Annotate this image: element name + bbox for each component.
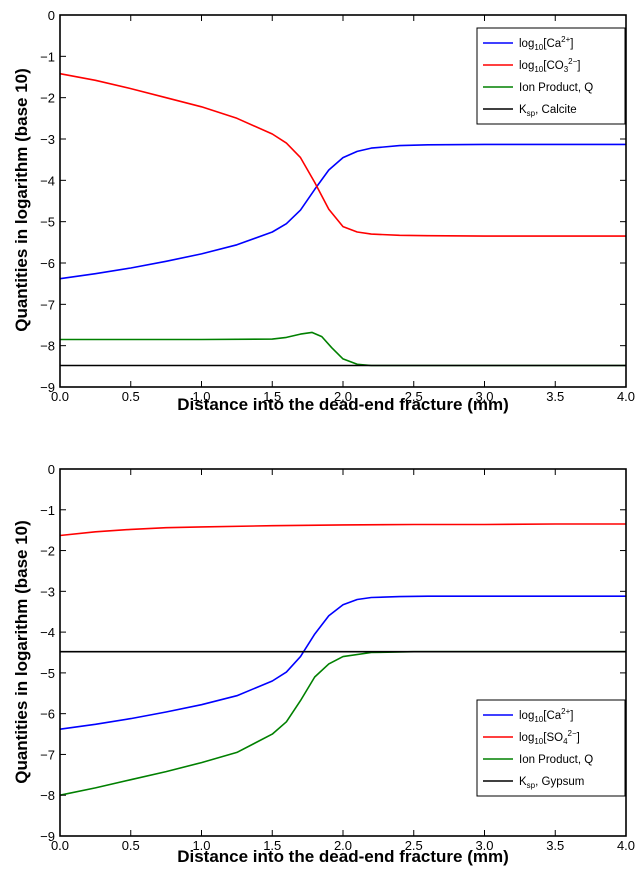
legend-label-0: log10[Ca2+] (519, 35, 574, 52)
series-line-0 (59, 595, 626, 730)
series-line-2 (60, 331, 626, 367)
legend-box (476, 27, 626, 125)
x-tick-label: 0.0 (51, 838, 69, 853)
legend-label-2: Ion Product, Q (519, 754, 593, 766)
x-tick-label: 2.0 (334, 838, 352, 853)
x-tick-label: 0.5 (122, 838, 140, 853)
series-line-0 (59, 143, 626, 280)
y-tick-label: 0 (48, 8, 55, 23)
x-tick-label: 3.0 (475, 838, 493, 853)
y-tick-label: −7 (40, 747, 55, 762)
x-tick-label: 2.5 (405, 838, 423, 853)
y-tick-label: −4 (40, 625, 55, 640)
y-tick-label: −5 (40, 215, 55, 230)
y-tick-label: −3 (40, 132, 55, 147)
y-tick-label: −2 (40, 544, 55, 559)
legend-label-0: log10[Ca2+] (519, 707, 574, 724)
y-tick-label: −3 (40, 584, 55, 599)
y-tick-label: −8 (40, 788, 55, 803)
series-line-1 (59, 523, 626, 537)
legend-label-2: Ion Product, Q (519, 82, 593, 94)
y-tick-label: −5 (40, 666, 55, 681)
y-axis-title: Quantities in logarithm (base 10) (12, 68, 31, 332)
x-tick-label: 1.5 (263, 389, 281, 404)
y-tick-label: −4 (40, 173, 55, 188)
x-tick-label: 1.0 (192, 838, 210, 853)
x-tick-label: 4.0 (617, 838, 635, 853)
y-tick-label: −1 (40, 49, 55, 64)
y-tick-label: −8 (40, 339, 55, 354)
y-tick-label: −2 (40, 91, 55, 106)
x-tick-label: 3.5 (546, 389, 564, 404)
y-tick-label: −7 (40, 297, 55, 312)
chart-top: 0.0 0.5 1.0 1.5 2.0 2.5 3.0 3.5 4.0 0 −1 −2 −3 −4 −5 −6… (12, 8, 635, 414)
x-tick-label: 2.0 (334, 389, 352, 404)
x-tick-label: 3.0 (475, 389, 493, 404)
x-tick-label: 1.5 (263, 838, 281, 853)
y-tick-label: −9 (40, 829, 55, 844)
y-tick-label: −6 (40, 707, 55, 722)
series-line-1 (59, 72, 626, 237)
legend-label-3: Ksp, Calcite (519, 104, 577, 118)
legend-label-1: log10[SO42−] (519, 729, 580, 746)
x-tick-label: 4.0 (617, 389, 635, 404)
legend: log10[Ca2+] log10[SO42−] Ion Product, Q Ksp… (476, 699, 626, 797)
y-axis-title: Quantities in logarithm (base 10) (12, 520, 31, 784)
x-tick-label: 0.5 (122, 389, 140, 404)
legend: log10[Ca2+] log10[CO32−] Ion Product, Q Ksp… (476, 27, 626, 125)
y-tick-label: 0 (48, 462, 55, 477)
y-tick-label: −6 (40, 256, 55, 271)
x-tick-label: 0.0 (51, 389, 69, 404)
x-tick-label: 1.0 (192, 389, 210, 404)
y-tick-label: −1 (40, 503, 55, 518)
chart-bottom: 0.0 0.5 1.0 1.5 2.0 2.5 3.0 3.5 4.0 0 −1 −2 −3 −4 −5 −6… (12, 462, 635, 866)
legend-label-1: log10[CO32−] (519, 57, 581, 74)
x-axis-title: Distance into the dead-end fracture (mm) (177, 395, 509, 414)
legend-box (476, 699, 626, 797)
y-tick-label: −9 (40, 380, 55, 395)
x-axis-title: Distance into the dead-end fracture (mm) (177, 847, 509, 866)
x-tick-label: 2.5 (405, 389, 423, 404)
x-tick-label: 3.5 (546, 838, 564, 853)
legend-label-3: Ksp, Gypsum (519, 776, 584, 790)
